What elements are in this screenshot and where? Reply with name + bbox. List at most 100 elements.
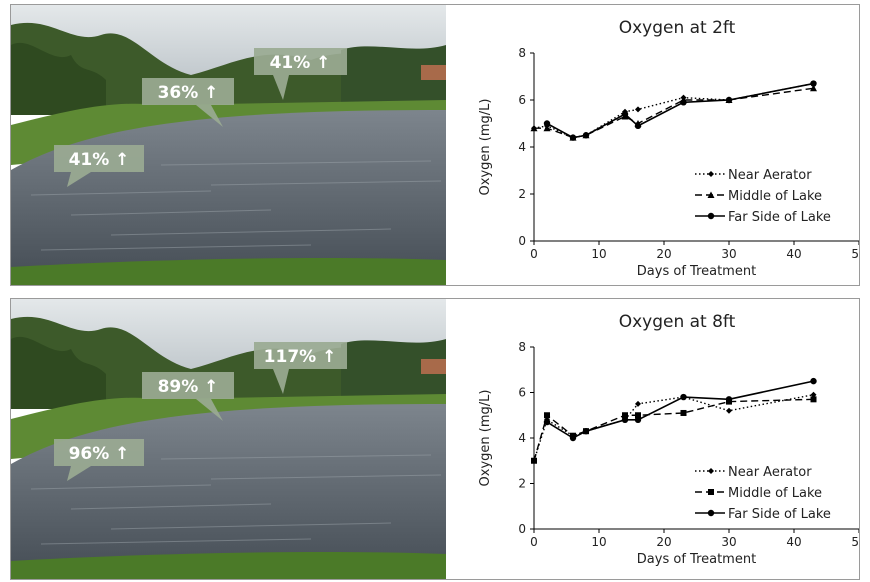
legend: Near Aerator Middle of Lake Far Side of La… xyxy=(695,168,831,225)
x-tick-label: 20 xyxy=(656,247,671,261)
legend-label: Far Side of Lake xyxy=(728,210,831,225)
oxygen-2ft-chart: Oxygen at 2ft 0 2 4 6 8 0 10 20 30 40 50 Days of Tre… xyxy=(478,18,859,279)
data-point xyxy=(725,396,733,403)
legend-label: Near Aerator xyxy=(728,168,812,183)
data-point xyxy=(530,124,538,132)
data-point xyxy=(725,96,733,104)
tree-line xyxy=(11,22,446,115)
y-tick-label: 6 xyxy=(518,386,526,400)
x-tick-label: 30 xyxy=(721,535,736,549)
data-point xyxy=(810,391,817,398)
x-tick-label: 50 xyxy=(851,247,859,261)
callout-label: 96% ↑ xyxy=(69,444,130,464)
data-point xyxy=(582,427,590,435)
legend-label: Middle of Lake xyxy=(728,189,822,204)
legend-marker xyxy=(707,212,715,220)
y-tick-label: 8 xyxy=(518,46,526,60)
data-point xyxy=(810,80,817,87)
callout-middle: 36% ↑ xyxy=(142,78,234,127)
legend-marker xyxy=(707,509,715,517)
x-tick-label: 30 xyxy=(721,247,736,261)
roof xyxy=(421,359,446,374)
y-tick-label: 4 xyxy=(518,431,526,445)
callout-label: 41% ↑ xyxy=(270,53,331,73)
y-tick-label: 0 xyxy=(518,522,526,536)
callout-aerator-far: 41% ↑ xyxy=(254,48,347,100)
data-point xyxy=(569,134,577,141)
data-point xyxy=(810,396,817,403)
chart-title: Oxygen at 8ft xyxy=(619,312,736,332)
data-point xyxy=(810,377,817,385)
data-point xyxy=(634,416,642,423)
data-point xyxy=(543,120,551,127)
callout-label: 117% ↑ xyxy=(264,347,337,367)
series-line xyxy=(546,82,814,139)
series-near-aerator xyxy=(531,80,817,141)
series-line xyxy=(534,87,814,139)
near-grass xyxy=(11,257,446,285)
oxygen-8ft-chart: Oxygen at 8ft 0 2 4 6 8 0 10 20 30 40 50 Days of Tre… xyxy=(478,312,859,567)
x-tick-label: 50 xyxy=(851,535,859,549)
data-point xyxy=(680,409,687,416)
y-axis-label: Oxygen (mg/L) xyxy=(478,99,493,196)
panel-8ft: 117% ↑ 89% ↑ 96% ↑ Oxygen at 8ft 0 2 4 6 8 0 10… xyxy=(10,298,860,580)
data-point xyxy=(531,457,537,464)
series-far-side-of-lake xyxy=(543,80,817,141)
x-tick-label: 20 xyxy=(656,535,671,549)
tree-line xyxy=(11,316,446,409)
callout-aerator-far: 117% ↑ xyxy=(254,342,347,394)
data-point xyxy=(635,400,641,407)
x-tick-label: 40 xyxy=(786,535,801,549)
series-middle-of-lake xyxy=(530,84,817,141)
x-axis-label: Days of Treatment xyxy=(637,552,756,567)
legend-label: Far Side of Lake xyxy=(728,507,831,522)
x-tick-label: 0 xyxy=(530,535,538,549)
y-tick-label: 4 xyxy=(518,140,526,154)
data-point xyxy=(543,124,551,132)
data-point xyxy=(543,418,551,426)
y-tick-label: 2 xyxy=(518,477,526,491)
series-middle-of-lake xyxy=(531,396,817,464)
data-point xyxy=(621,110,629,118)
legend: Near Aerator Middle of Lake Far Side of La… xyxy=(695,465,831,522)
near-grass xyxy=(11,551,446,579)
series-line xyxy=(533,398,814,461)
chart-title: Oxygen at 2ft xyxy=(619,18,736,38)
series-far-side-of-lake xyxy=(543,377,817,442)
legend-marker xyxy=(708,171,714,177)
x-axis-label: Days of Treatment xyxy=(637,264,756,279)
data-point xyxy=(726,407,732,414)
legend-marker xyxy=(708,468,714,474)
legend-marker xyxy=(707,191,715,198)
data-point xyxy=(569,434,577,442)
y-tick-label: 8 xyxy=(518,340,526,354)
lake-photo: 117% ↑ 89% ↑ 96% ↑ xyxy=(11,299,446,579)
data-point xyxy=(680,99,687,106)
callout-middle: 89% ↑ xyxy=(142,372,234,421)
callout-near: 96% ↑ xyxy=(54,439,144,481)
data-point xyxy=(810,84,817,92)
data-point xyxy=(582,132,590,139)
y-axis-label: Oxygen (mg/L) xyxy=(478,390,493,487)
y-tick-label: 0 xyxy=(518,234,526,248)
callout-label: 36% ↑ xyxy=(158,83,219,103)
y-tick-label: 2 xyxy=(518,187,526,201)
data-point xyxy=(635,106,641,113)
legend-label: Middle of Lake xyxy=(728,486,822,501)
data-point xyxy=(622,412,628,419)
data-point xyxy=(621,416,629,423)
y-tick-label: 6 xyxy=(518,93,526,107)
data-point xyxy=(544,412,550,419)
x-tick-label: 0 xyxy=(530,247,538,261)
legend-label: Near Aerator xyxy=(728,465,812,480)
legend-marker xyxy=(708,489,714,495)
x-tick-label: 10 xyxy=(591,247,606,261)
callout-label: 41% ↑ xyxy=(69,150,130,170)
callout-near: 117% ↑ 41% ↑ xyxy=(54,145,144,187)
x-tick-label: 40 xyxy=(786,247,801,261)
data-point xyxy=(680,393,687,401)
lake-photo: 41% ↑ 36% ↑ 117% ↑ 41% ↑ xyxy=(11,5,446,285)
data-point xyxy=(634,122,642,130)
roof xyxy=(421,65,446,80)
series-line xyxy=(533,394,814,461)
